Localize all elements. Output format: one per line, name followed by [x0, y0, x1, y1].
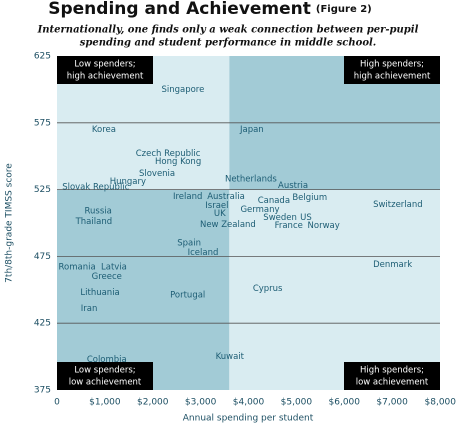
country-label: Netherlands — [225, 174, 277, 184]
country-label: Slovak Republic — [62, 182, 129, 192]
y-tick-label: 525 — [34, 185, 51, 195]
country-label: Korea — [92, 125, 116, 135]
quadrant-label: High spenders; — [360, 60, 424, 70]
country-label: Hungary — [110, 177, 146, 187]
x-axis-title: Annual spending per student — [183, 414, 314, 424]
y-axis-title: 7th/8th-grade TIMSS score — [5, 163, 15, 283]
country-label: Sweden — [263, 213, 297, 223]
country-label: Greece — [92, 272, 122, 282]
country-label: Switzerland — [373, 200, 423, 210]
country-label: Czech Republic — [136, 149, 201, 159]
country-label: Lithuania — [80, 288, 119, 298]
country-label: Colombia — [87, 355, 127, 365]
quadrant-label: high achievement — [354, 72, 431, 82]
y-tick-label: 475 — [34, 252, 51, 262]
x-tick-label: $8,000 — [425, 398, 457, 408]
title-note: (Figure 2) — [316, 4, 372, 15]
country-label: Iran — [81, 304, 98, 314]
y-tick-label: 575 — [34, 118, 51, 128]
country-label: Portugal — [170, 291, 205, 301]
quadrant-label: High spenders; — [360, 366, 424, 376]
quadrant-bg — [229, 189, 440, 390]
subtitle-line: Internationally, one finds only a weak c… — [37, 25, 419, 36]
quadrant-label: Low spenders; — [74, 366, 135, 376]
country-label: Ireland — [173, 192, 202, 202]
quadrant-bg — [57, 189, 230, 390]
country-label: Norway — [308, 221, 340, 231]
country-label: Australia — [207, 192, 245, 202]
x-tick-label: $5,000 — [281, 398, 313, 408]
country-label: New Zealand — [200, 220, 256, 230]
country-label: UK — [214, 209, 226, 219]
country-label: Denmark — [373, 260, 412, 270]
quadrant-label: high achievement — [67, 72, 144, 82]
country-label: France — [275, 221, 303, 231]
country-label: US — [300, 213, 312, 223]
country-label: Israel — [205, 201, 228, 211]
x-tick-label: $1,000 — [89, 398, 121, 408]
quadrant-box — [344, 362, 440, 390]
country-label: Russia — [85, 206, 112, 216]
y-tick-label: 375 — [34, 386, 51, 396]
y-tick-label: 425 — [34, 319, 51, 329]
x-tick-label: $4,000 — [233, 398, 265, 408]
country-label: Canada — [258, 196, 290, 206]
country-label: Thailand — [75, 217, 113, 227]
country-label: Romania — [59, 263, 96, 273]
quadrant-label: low achievement — [69, 378, 142, 388]
country-label: Iceland — [188, 248, 219, 258]
country-label: Germany — [240, 205, 279, 215]
country-label: Hong Kong — [155, 157, 201, 167]
country-label: Kuwait — [216, 352, 245, 362]
chart-title: Spending and Achievement (Figure 2) — [48, 0, 372, 19]
country-label: Belgium — [292, 193, 327, 203]
x-tick-label: 0 — [54, 398, 60, 408]
country-label: Japan — [239, 125, 264, 135]
x-tick-label: $7,000 — [376, 398, 408, 408]
y-tick-label: 625 — [34, 52, 51, 62]
x-tick-label: $2,000 — [137, 398, 169, 408]
country-label: Austria — [278, 181, 308, 191]
subtitle-line: spending and student performance in midd… — [80, 38, 377, 49]
x-tick-label: $6,000 — [329, 398, 361, 408]
x-tick-label: $3,000 — [185, 398, 217, 408]
country-label: Slovenia — [139, 169, 175, 179]
country-label: Latvia — [101, 263, 127, 273]
title-main: Spending and Achievement — [48, 0, 311, 19]
country-label: Singapore — [161, 85, 204, 95]
quadrant-label: Low spenders; — [74, 60, 135, 70]
country-label: Spain — [177, 239, 201, 249]
quadrant-box — [57, 362, 153, 390]
quadrant-label: low achievement — [356, 378, 429, 388]
quadrant-box — [344, 56, 440, 84]
country-label: Cyprus — [253, 284, 283, 294]
quadrant-box — [57, 56, 153, 84]
